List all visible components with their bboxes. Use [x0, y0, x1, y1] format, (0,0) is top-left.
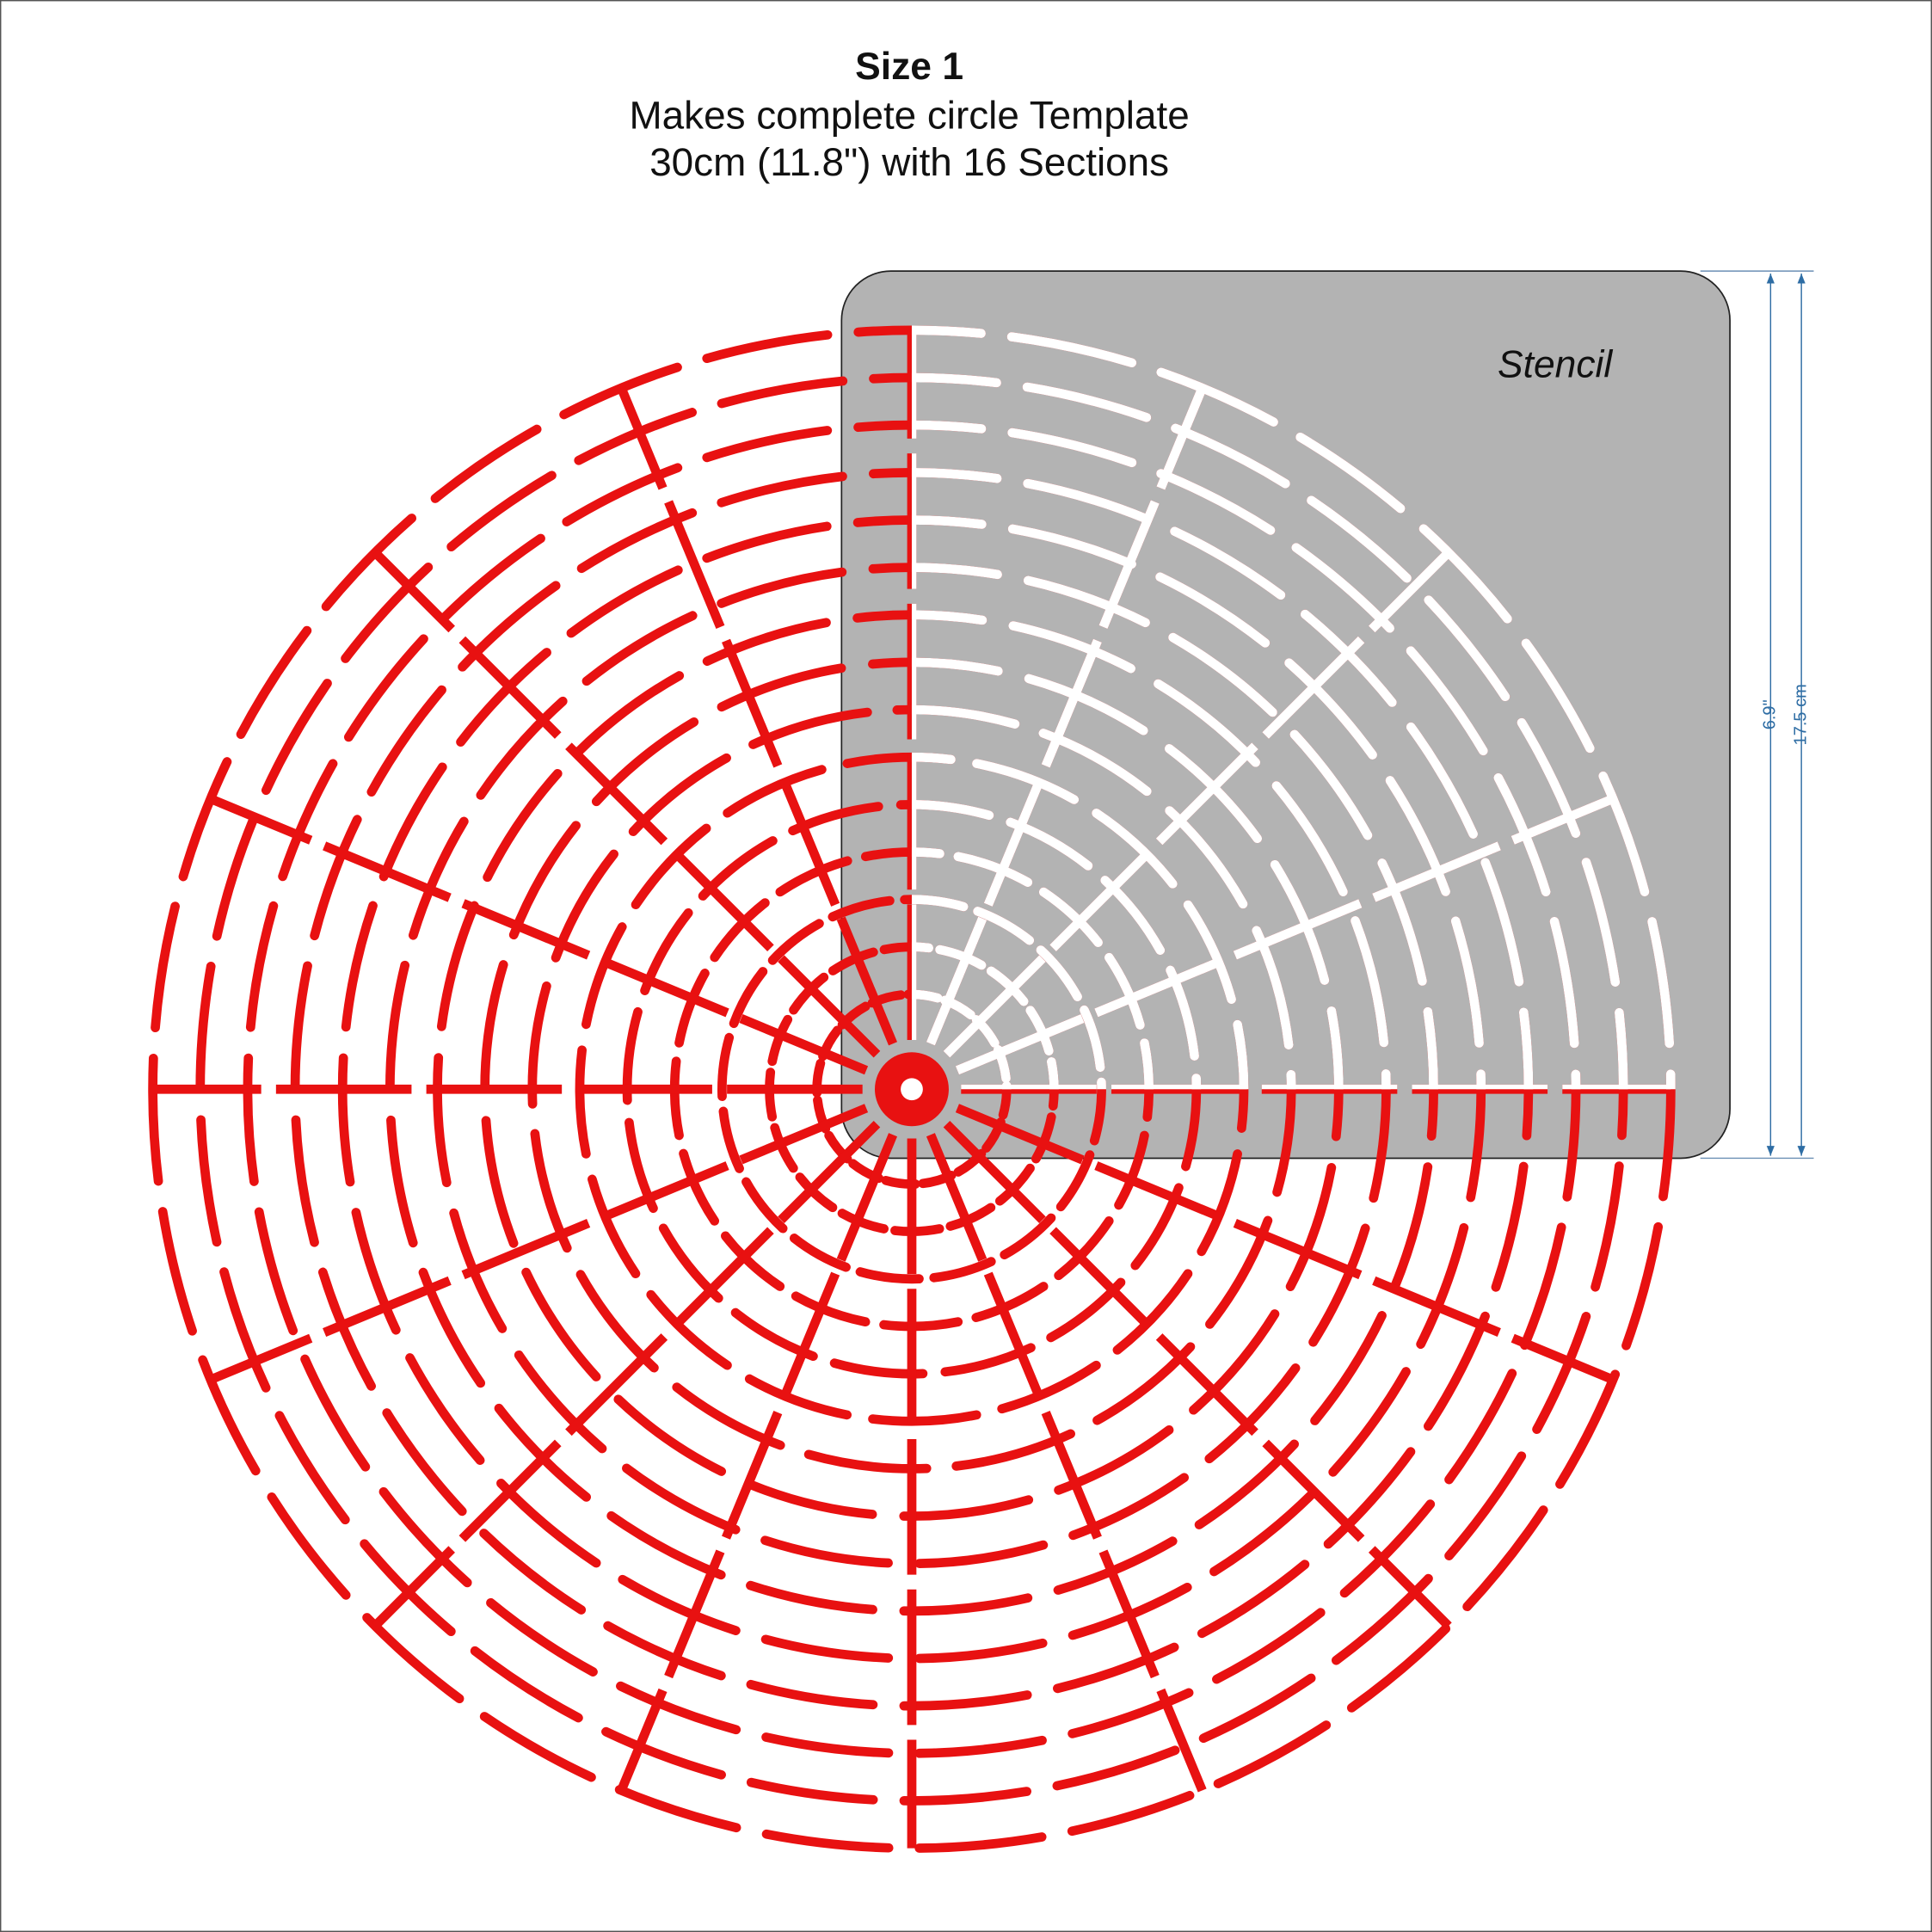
radial-line	[617, 385, 898, 1046]
radial-line	[943, 549, 1452, 1058]
stencil-label: Stencil	[1498, 344, 1613, 386]
radial-line	[955, 1104, 1615, 1384]
radial-line	[617, 1133, 898, 1793]
radial-line	[208, 1104, 869, 1384]
center-hole	[901, 1078, 923, 1101]
dimension-cm: 17.5 cm	[1791, 684, 1810, 745]
title: Size 1	[855, 46, 963, 88]
dimension	[1700, 270, 1814, 1160]
subtitle: 30cm (11.8") with 16 Sections	[649, 140, 1169, 184]
radial-line	[926, 385, 1207, 1046]
subtitle: Makes complete circle Template	[630, 94, 1190, 138]
radial-line	[372, 1120, 881, 1629]
white-pattern	[911, 325, 1676, 1090]
radial-line	[955, 794, 1615, 1075]
radial-line	[208, 794, 869, 1075]
radial-line	[943, 1120, 1452, 1629]
dimension-inches: 6.9"	[1761, 699, 1780, 729]
radial-line	[926, 1133, 1207, 1793]
radial-line	[372, 549, 881, 1058]
